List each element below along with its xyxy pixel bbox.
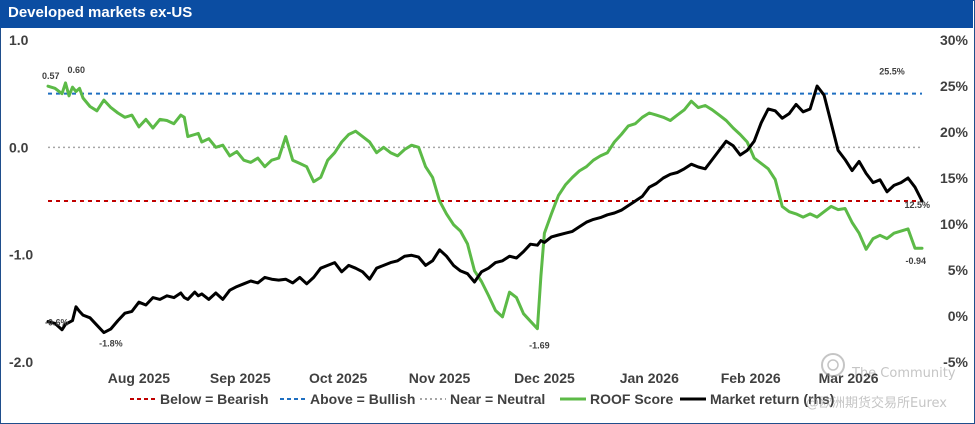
x-tick-label: Sep 2025: [210, 370, 271, 386]
x-tick-label: Feb 2026: [721, 370, 781, 386]
legend-label: Market return (rhs): [710, 391, 834, 407]
y-right-tick-label: 25%: [940, 78, 969, 94]
watermark-eurex: @欧洲期货交易所Eurex: [806, 396, 947, 411]
title-bar: Developed markets ex-US: [0, 0, 973, 28]
x-tick-label: Aug 2025: [108, 370, 170, 386]
x-tick-label: Nov 2025: [409, 370, 471, 386]
chart-title: Developed markets ex-US: [8, 4, 193, 21]
x-tick-label: Jan 2026: [620, 370, 679, 386]
y-left-tick-label: 0.0: [9, 139, 29, 155]
market-label-end: 12.5%: [904, 200, 930, 210]
market-label-low: -1.8%: [99, 339, 123, 349]
y-left-tick-label: -1.0: [9, 247, 33, 263]
x-tick-label: Mar 2026: [819, 370, 879, 386]
y-left-tick-label: 1.0: [9, 32, 29, 48]
watermark-logo: [820, 352, 846, 382]
market-label-start: -0.6%: [45, 318, 69, 328]
y-right-tick-label: 30%: [940, 32, 969, 48]
legend-label: Near = Neutral: [450, 391, 545, 407]
y-right-tick-label: 5%: [948, 262, 969, 278]
x-tick-label: Oct 2025: [309, 370, 368, 386]
legend-label: Below = Bearish: [160, 391, 269, 407]
y-right-tick-label: -5%: [943, 354, 968, 370]
legend-label: Above = Bullish: [310, 391, 415, 407]
y-right-tick-label: 20%: [940, 124, 969, 140]
y-left-tick-label: -2.0: [9, 354, 33, 370]
roof-score-line: [46, 81, 924, 331]
roof-label-end: -0.94: [905, 256, 926, 266]
roof-label-start: 0.57: [42, 71, 60, 81]
watermark-community: The Community: [852, 366, 956, 381]
roof-label-low: -1.69: [529, 341, 550, 351]
y-right-tick-label: 15%: [940, 170, 969, 186]
community-logo-icon: [821, 353, 845, 377]
y-right-tick-label: 10%: [940, 216, 969, 232]
market-label-peak: 25.5%: [879, 66, 905, 76]
y-right-tick-label: 0%: [948, 308, 969, 324]
market-return-line: [46, 84, 924, 335]
x-tick-label: Dec 2025: [514, 370, 575, 386]
roof-label-peak: 0.60: [67, 65, 85, 75]
legend-label: ROOF Score: [590, 391, 673, 407]
